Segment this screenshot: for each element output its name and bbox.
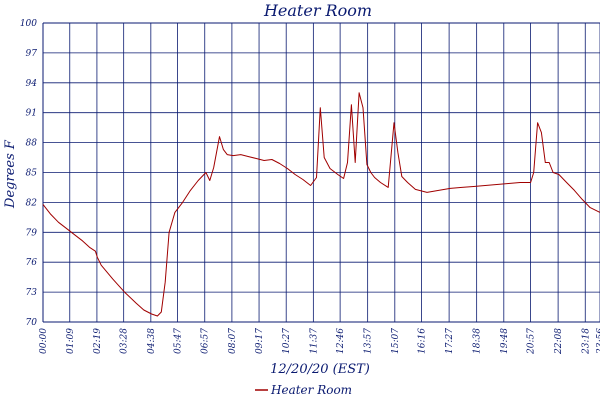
chart-title: Heater Room [263,1,372,20]
y-tick-label: 85 [26,169,38,179]
x-tick-label: 16:16 [418,328,428,354]
x-tick-label: 09:17 [255,328,265,354]
y-axis-ticks: 100 97 94 91 88 85 82 79 76 73 70 [20,19,37,328]
x-tick-label: 02:19 [93,328,103,354]
x-tick-label: 01:09 [66,328,76,354]
y-tick-label: 91 [26,109,37,119]
axes [42,22,600,323]
x-tick-label: 20:57 [527,328,537,355]
x-tick-label: 17:27 [445,328,455,354]
y-tick-label: 82 [26,198,38,208]
x-tick-label: 22:08 [554,328,564,355]
x-axis-label: 12/20/20 (EST) [270,362,370,377]
x-tick-label: 11:37 [309,328,319,354]
x-tick-label: 05:47 [174,328,184,354]
y-tick-label: 76 [26,258,38,268]
x-tick-label: 23:56 [596,328,600,355]
y-tick-label: 70 [26,318,38,328]
y-tick-label: 97 [26,49,38,59]
x-tick-label: 23:18 [581,328,591,355]
x-tick-label: 15:07 [391,328,401,354]
y-tick-label: 79 [26,228,38,238]
series-line [42,92,600,317]
y-tick-label: 88 [26,139,38,149]
series-layer [42,92,600,317]
x-tick-label: 00:00 [39,328,49,354]
legend: Heater Room [255,383,352,397]
x-tick-label: 18:38 [473,328,483,354]
x-tick-label: 04:38 [147,328,157,354]
x-tick-label: 03:28 [120,328,130,354]
x-tick-label: 10:27 [282,328,292,354]
legend-text: Heater Room [270,383,352,397]
x-tick-label: 12:46 [336,328,346,354]
x-tick-label: 19:48 [500,328,510,354]
y-tick-label: 94 [26,79,38,89]
y-axis-label: Degrees F [3,139,18,209]
x-axis-ticks: 00:00 01:09 02:19 03:28 04:38 05:47 06:57 08:07… [39,328,600,355]
x-tick-label: 13:57 [364,328,374,354]
y-tick-label: 100 [20,19,37,29]
x-tick-label: 08:07 [228,328,238,354]
x-tick-label: 06:57 [201,328,211,354]
y-tick-label: 73 [26,288,38,298]
